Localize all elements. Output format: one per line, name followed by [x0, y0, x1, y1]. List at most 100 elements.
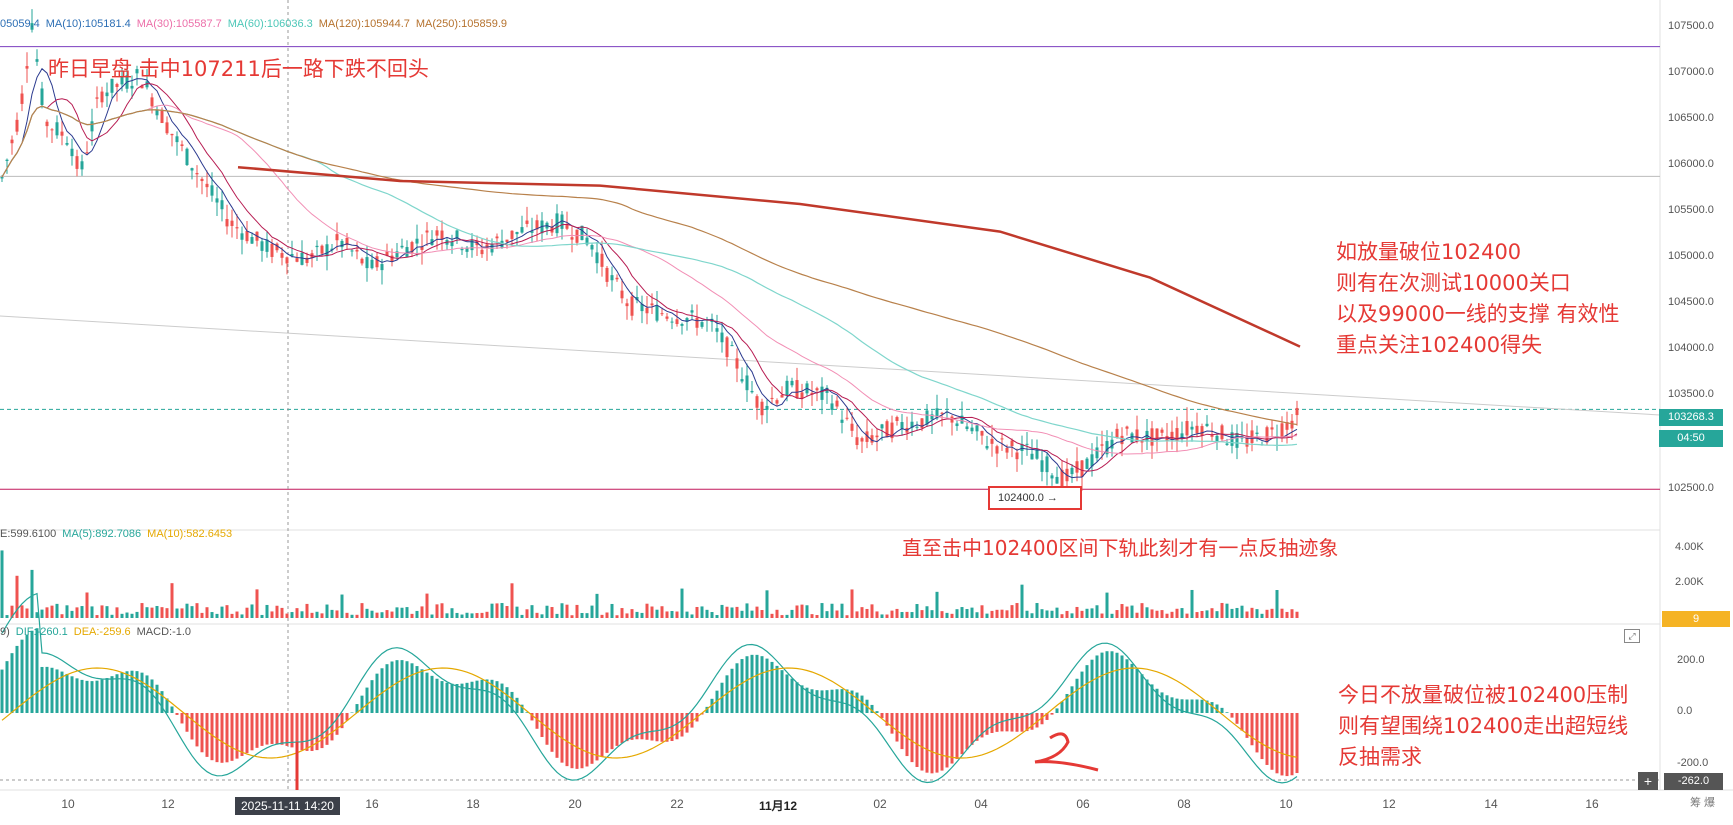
support-level-box: 102400.0 →	[988, 486, 1082, 510]
corner-toolbar[interactable]: 筹 爆	[1690, 797, 1716, 809]
candle-body	[820, 386, 824, 400]
volume-bar	[165, 608, 169, 618]
candle-body	[350, 250, 354, 252]
volume-bar	[130, 613, 134, 618]
candle-body	[355, 249, 359, 252]
volume-bar	[20, 605, 24, 618]
volume-bar	[1070, 613, 1074, 618]
macd-histogram-bar	[605, 713, 609, 753]
macd-histogram-bar	[1115, 652, 1119, 713]
candle-body	[10, 139, 14, 144]
volume-bar	[255, 589, 259, 618]
macd-histogram-bar	[355, 704, 359, 713]
macd-histogram-bar	[1025, 713, 1029, 732]
candle-body	[1165, 435, 1169, 441]
volume-bar	[1265, 609, 1269, 618]
volume-bar	[1245, 611, 1249, 618]
macd-dif-line	[1, 592, 1298, 784]
volume-bar	[655, 609, 659, 618]
volume-bar	[1020, 584, 1024, 618]
macd-histogram-bar	[1100, 652, 1104, 713]
macd-histogram-bar	[75, 678, 79, 713]
expand-icon[interactable]: ⤢	[1624, 629, 1640, 643]
candle-body	[675, 319, 679, 325]
candle-body	[1005, 447, 1009, 453]
macd-histogram-bar	[735, 663, 739, 713]
macd-histogram-bar	[495, 681, 499, 713]
candle-body	[425, 230, 429, 233]
macd-histogram-bar	[630, 713, 634, 740]
macd-histogram-bar	[220, 713, 224, 763]
time-tick-label: 22	[670, 797, 684, 811]
candle-body	[40, 88, 44, 105]
macd-histogram-bar	[925, 713, 929, 773]
volume-bar	[1170, 611, 1174, 618]
macd-histogram-bar	[200, 713, 204, 753]
volume-bar	[725, 606, 729, 618]
add-button[interactable]: +	[1638, 772, 1658, 790]
candle-body	[370, 259, 374, 269]
volume-bar	[745, 603, 749, 618]
candle-body	[1135, 429, 1139, 442]
volume-bar	[1295, 611, 1299, 618]
macd-histogram-bar	[235, 713, 239, 759]
volume-bar	[945, 612, 949, 618]
volume-bar	[550, 607, 554, 618]
volume-bar	[830, 603, 834, 618]
volume-bar	[95, 615, 99, 618]
volume-bar	[445, 613, 449, 618]
candle-body	[735, 358, 739, 369]
volume-bar	[1190, 589, 1194, 618]
candle-body	[400, 245, 404, 248]
ma-legend-item: MA(250):105859.9	[415, 18, 508, 30]
price-tick-label: 104500.0	[1668, 296, 1714, 308]
candle-countdown: 04:50	[1659, 430, 1723, 447]
volume-bar	[930, 610, 934, 618]
candle-body	[745, 375, 749, 391]
macd-histogram-bar	[275, 713, 279, 745]
macd-histogram-bar	[820, 690, 824, 713]
macd-histogram-bar	[30, 630, 34, 713]
macd-histogram-bar	[785, 674, 789, 713]
macd-histogram-bar	[1245, 713, 1249, 738]
volume-bar	[790, 609, 794, 618]
volume-bar	[340, 594, 344, 618]
volume-bar	[615, 615, 619, 618]
candle-body	[930, 414, 934, 420]
volume-bar	[575, 604, 579, 618]
volume-bar	[1155, 610, 1159, 618]
candle-body	[1245, 438, 1249, 447]
macd-histogram-bar	[725, 675, 729, 713]
macd-histogram-bar	[1130, 663, 1134, 713]
price-tick-label: 107000.0	[1668, 66, 1714, 78]
macd-histogram-bar	[120, 672, 124, 713]
volume-bar	[935, 591, 939, 618]
volume-bar	[530, 605, 534, 618]
candle-body	[1290, 420, 1294, 429]
candle-body	[130, 85, 134, 89]
volume-bar	[860, 607, 864, 618]
macd-histogram-bar	[655, 713, 659, 742]
candle-body	[1265, 427, 1269, 443]
macd-histogram-bar	[1270, 713, 1274, 770]
volume-bar	[985, 613, 989, 618]
candle-body	[325, 244, 329, 257]
volume-bar	[585, 613, 589, 618]
volume-bar	[515, 606, 519, 618]
macd-histogram-bar	[535, 713, 539, 729]
macd-dea-line	[1, 667, 1298, 759]
volume-bar	[1090, 608, 1094, 618]
candle-body	[940, 412, 944, 414]
candle-body	[535, 220, 539, 230]
macd-histogram-bar	[185, 713, 189, 732]
volume-bar	[450, 608, 454, 618]
macd-histogram-bar	[40, 666, 44, 713]
macd-histogram-bar	[1045, 713, 1049, 720]
volume-tick-label: 2.00K	[1675, 576, 1704, 588]
volume-tick-label: 4.00K	[1675, 541, 1704, 553]
candle-body	[65, 142, 69, 145]
macd-tick-label: 200.0	[1677, 654, 1705, 666]
candle-body	[995, 446, 999, 454]
annotation-line: 反抽需求	[1338, 745, 1422, 769]
